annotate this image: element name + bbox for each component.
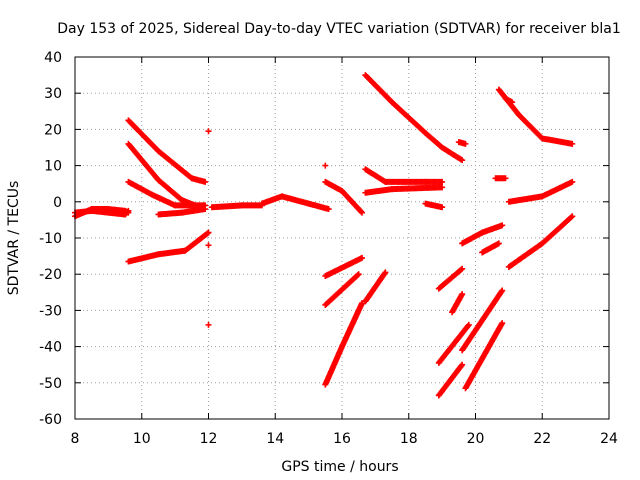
plot-frame <box>74 56 610 420</box>
y-tick-label: 10 <box>44 159 62 175</box>
data-point <box>382 269 389 276</box>
data-point <box>569 213 576 220</box>
y-tick-label: -40 <box>39 340 62 356</box>
y-tick-label: -10 <box>39 231 62 247</box>
series-arc-06 <box>155 206 209 218</box>
data-point <box>202 206 209 213</box>
y-tick-label: 20 <box>44 122 62 138</box>
series-arc-32 <box>492 175 509 182</box>
data-point <box>205 128 212 135</box>
data-point <box>205 242 212 249</box>
data-point <box>204 230 211 237</box>
data-points <box>72 72 576 399</box>
x-tick-label: 14 <box>266 431 284 447</box>
y-tick-labels: -60 -50 -40 -30 -20 -10 0 10 20 30 40 <box>39 50 62 428</box>
data-point <box>355 271 362 278</box>
series-arc-30 <box>505 178 576 205</box>
data-point <box>495 240 502 247</box>
data-point <box>465 321 472 328</box>
data-point <box>569 178 576 185</box>
x-tick-label: 8 <box>71 431 80 447</box>
series-arc-15 <box>362 72 446 151</box>
series-arc-10 <box>322 178 366 216</box>
series-arc-16 <box>362 166 446 185</box>
x-tick-label: 20 <box>467 431 485 447</box>
series-arc-28 <box>479 240 502 256</box>
y-tick-label: -20 <box>39 267 62 283</box>
data-point <box>502 175 509 182</box>
series-arc-07 <box>125 229 212 265</box>
y-tick-label: 40 <box>44 50 62 66</box>
series-arc-31 <box>505 213 576 270</box>
series-arc-24 <box>435 361 466 399</box>
x-tick-label: 10 <box>133 431 151 447</box>
data-point <box>354 272 361 279</box>
series-arc-20 <box>455 139 469 147</box>
x-tick-label: 12 <box>200 431 218 447</box>
data-point <box>125 209 132 216</box>
series-arc-27 <box>459 222 506 247</box>
data-point <box>569 140 576 147</box>
series-arc-29 <box>495 86 576 147</box>
data-point <box>499 222 506 229</box>
data-point <box>459 291 466 298</box>
data-point <box>358 208 365 215</box>
series-arc-19 <box>439 144 466 164</box>
series-arc-23 <box>435 321 472 366</box>
data-point <box>322 162 329 169</box>
x-tick-label: 22 <box>533 431 551 447</box>
x-tick-label: 18 <box>400 431 418 447</box>
data-point <box>459 265 466 272</box>
y-tick-label: 30 <box>44 86 62 102</box>
y-tick-label: 0 <box>53 195 62 211</box>
data-point <box>459 157 466 164</box>
data-point <box>325 206 332 213</box>
data-point <box>439 204 446 211</box>
series-arc-21 <box>435 265 466 292</box>
data-point <box>509 99 516 106</box>
y-tick-label: -60 <box>39 412 62 428</box>
y-tick-label: -30 <box>39 303 62 319</box>
x-axis-label: GPS time / hours <box>281 459 398 475</box>
data-point <box>458 266 465 273</box>
data-point <box>459 361 466 368</box>
series-arc-18 <box>422 200 446 211</box>
series-arc-17 <box>362 184 446 196</box>
data-point <box>439 184 446 191</box>
y-tick-label: -50 <box>39 376 62 392</box>
series-arc-09 <box>258 193 332 213</box>
series-arc-12 <box>322 271 362 308</box>
data-point <box>205 229 212 236</box>
series-arc-02 <box>72 206 132 220</box>
series-arc-05 <box>125 178 209 209</box>
data-point <box>359 209 366 216</box>
series-arc-03 <box>125 117 209 185</box>
series-arc-33 <box>502 95 516 106</box>
x-tick-label: 24 <box>600 431 618 447</box>
data-point <box>359 254 366 261</box>
x-tick-label: 16 <box>333 431 351 447</box>
series-arc-25 <box>459 287 506 354</box>
series-arc-11 <box>322 254 366 280</box>
data-point <box>568 214 575 221</box>
y-axis-label: SDTVAR / TECUs <box>6 181 22 296</box>
x-tick-labels: 8 10 12 14 16 18 20 22 24 <box>71 431 618 447</box>
data-point <box>458 362 465 369</box>
data-point <box>462 140 469 147</box>
data-point <box>439 178 446 185</box>
data-point <box>499 287 506 294</box>
series-arc-22 <box>449 291 466 316</box>
data-point <box>359 300 366 307</box>
series-isolated <box>205 128 329 328</box>
series-arc-13 <box>322 300 366 388</box>
data-point <box>205 321 212 328</box>
data-point <box>464 322 471 329</box>
data-point <box>499 320 506 327</box>
series-arc-14 <box>362 269 389 305</box>
data-point <box>202 178 209 185</box>
chart-title: Day 153 of 2025, Sidereal Day-to-day VTE… <box>57 21 620 37</box>
series-arc-26 <box>462 320 506 392</box>
